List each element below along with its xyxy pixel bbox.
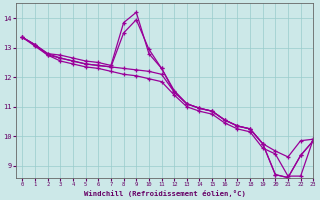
X-axis label: Windchill (Refroidissement éolien,°C): Windchill (Refroidissement éolien,°C) [84, 190, 246, 197]
